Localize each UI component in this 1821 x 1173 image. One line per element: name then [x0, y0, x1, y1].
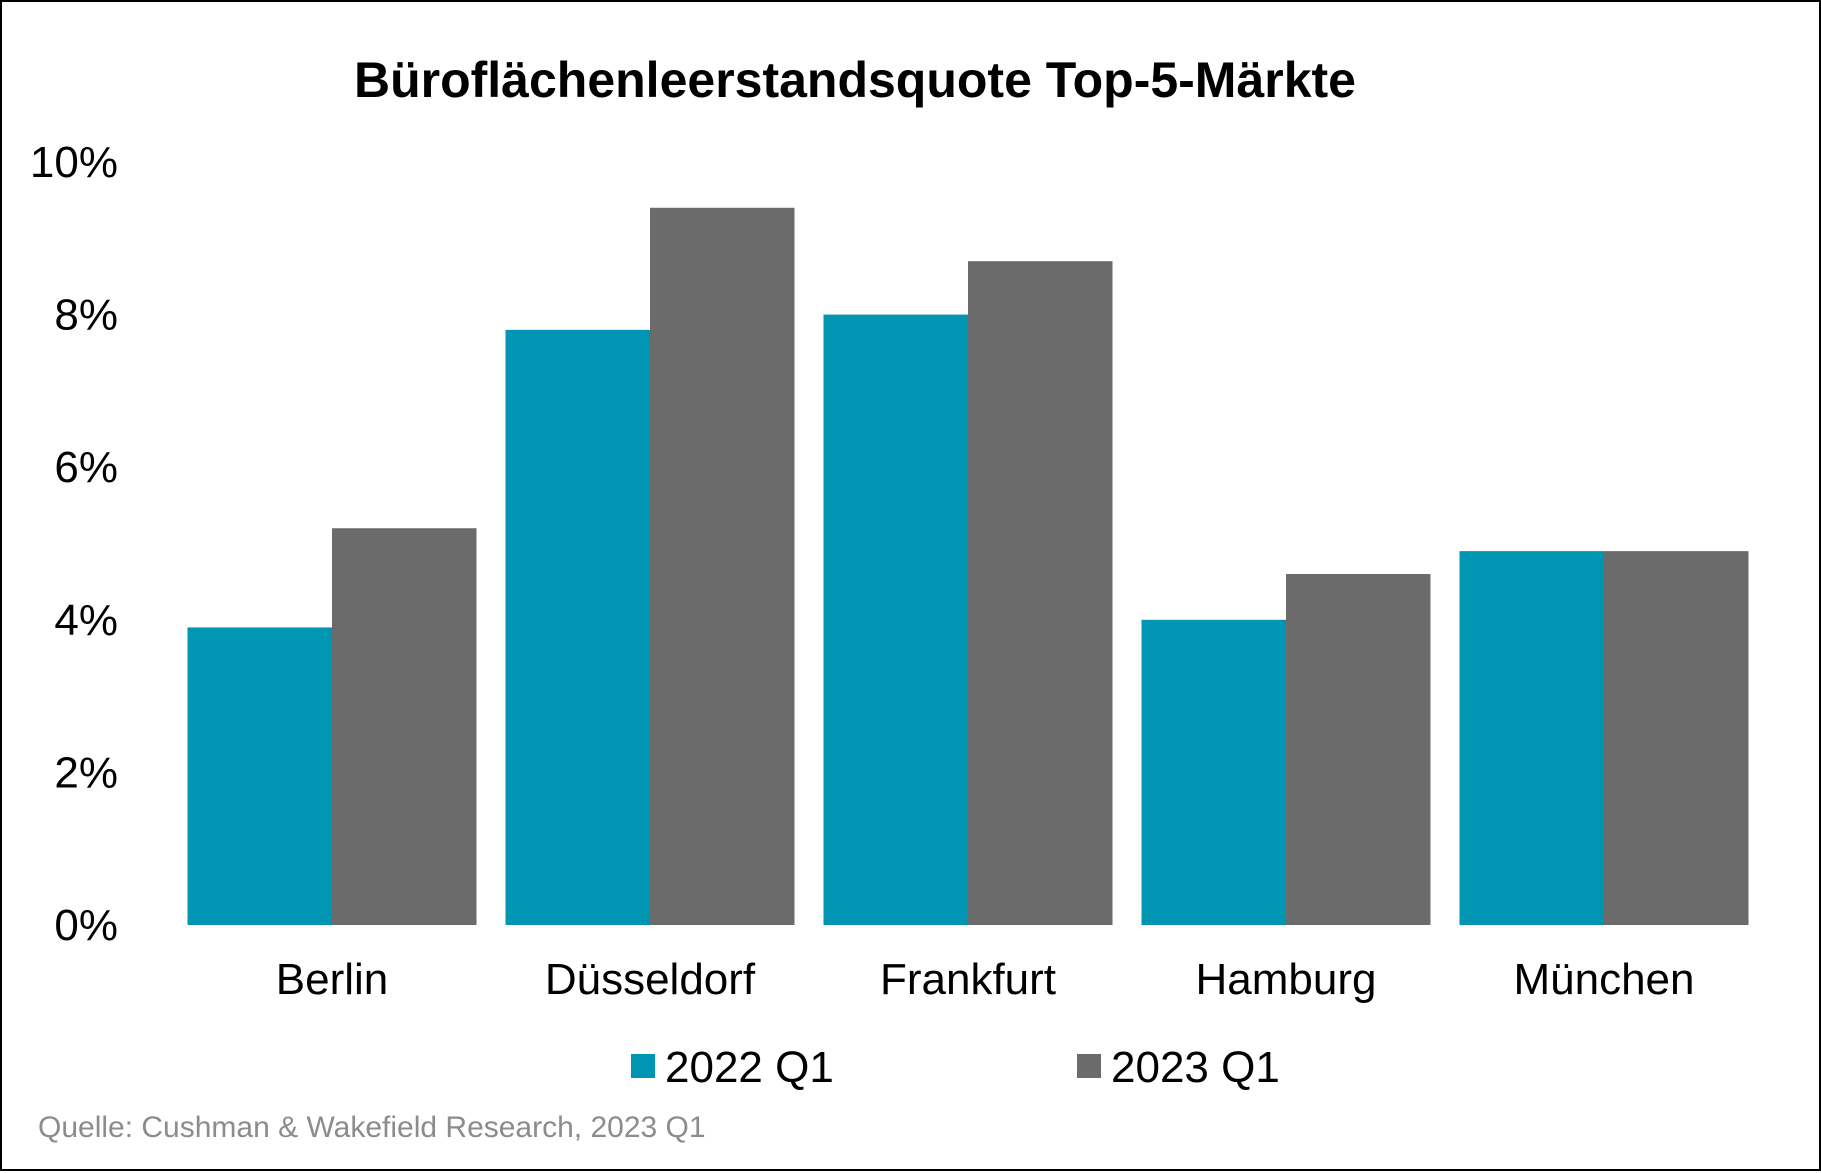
- y-tick-label: 10%: [30, 138, 118, 187]
- x-category-label: Frankfurt: [880, 955, 1056, 1004]
- legend-swatch-2023-q1: [1077, 1054, 1101, 1078]
- y-tick-label: 2%: [54, 748, 118, 797]
- legend: 2022 Q1 2023 Q1: [631, 1043, 1280, 1092]
- x-category-label: Düsseldorf: [545, 955, 756, 1004]
- bar-d-sseldorf-2022-q1: [505, 329, 650, 925]
- legend-label: 2023 Q1: [1111, 1043, 1280, 1092]
- y-tick-label: 0%: [54, 901, 118, 950]
- x-category-label: München: [1513, 955, 1694, 1004]
- y-tick-label: 8%: [54, 291, 118, 340]
- bar-frankfurt-2022-q1: [823, 314, 968, 926]
- bar-berlin-2023-q1: [332, 528, 477, 925]
- source-note: Quelle: Cushman & Wakefield Research, 20…: [38, 1111, 706, 1144]
- y-tick-label: 6%: [54, 443, 118, 492]
- x-category-label: Berlin: [276, 955, 389, 1004]
- x-category-label: Hamburg: [1196, 955, 1377, 1004]
- chart-title: Büroflächenleerstandsquote Top-5-Märkte: [354, 52, 1356, 108]
- bar-berlin-2022-q1: [187, 627, 332, 925]
- x-axis: Berlin Düsseldorf Frankfurt Hamburg München: [276, 955, 1695, 1004]
- legend-swatch-2022-q1: [631, 1054, 655, 1078]
- legend-label: 2022 Q1: [665, 1043, 834, 1092]
- bar-frankfurt-2023-q1: [968, 261, 1113, 925]
- bar-m-nchen-2022-q1: [1459, 551, 1604, 925]
- bar-hamburg-2023-q1: [1286, 574, 1431, 925]
- y-axis: 0% 2% 4% 6% 8% 10%: [30, 138, 118, 950]
- bar-hamburg-2022-q1: [1141, 619, 1286, 925]
- bars: [187, 207, 1749, 926]
- y-tick-label: 4%: [54, 596, 118, 645]
- bar-m-nchen-2023-q1: [1604, 551, 1749, 925]
- bar-d-sseldorf-2023-q1: [650, 207, 795, 925]
